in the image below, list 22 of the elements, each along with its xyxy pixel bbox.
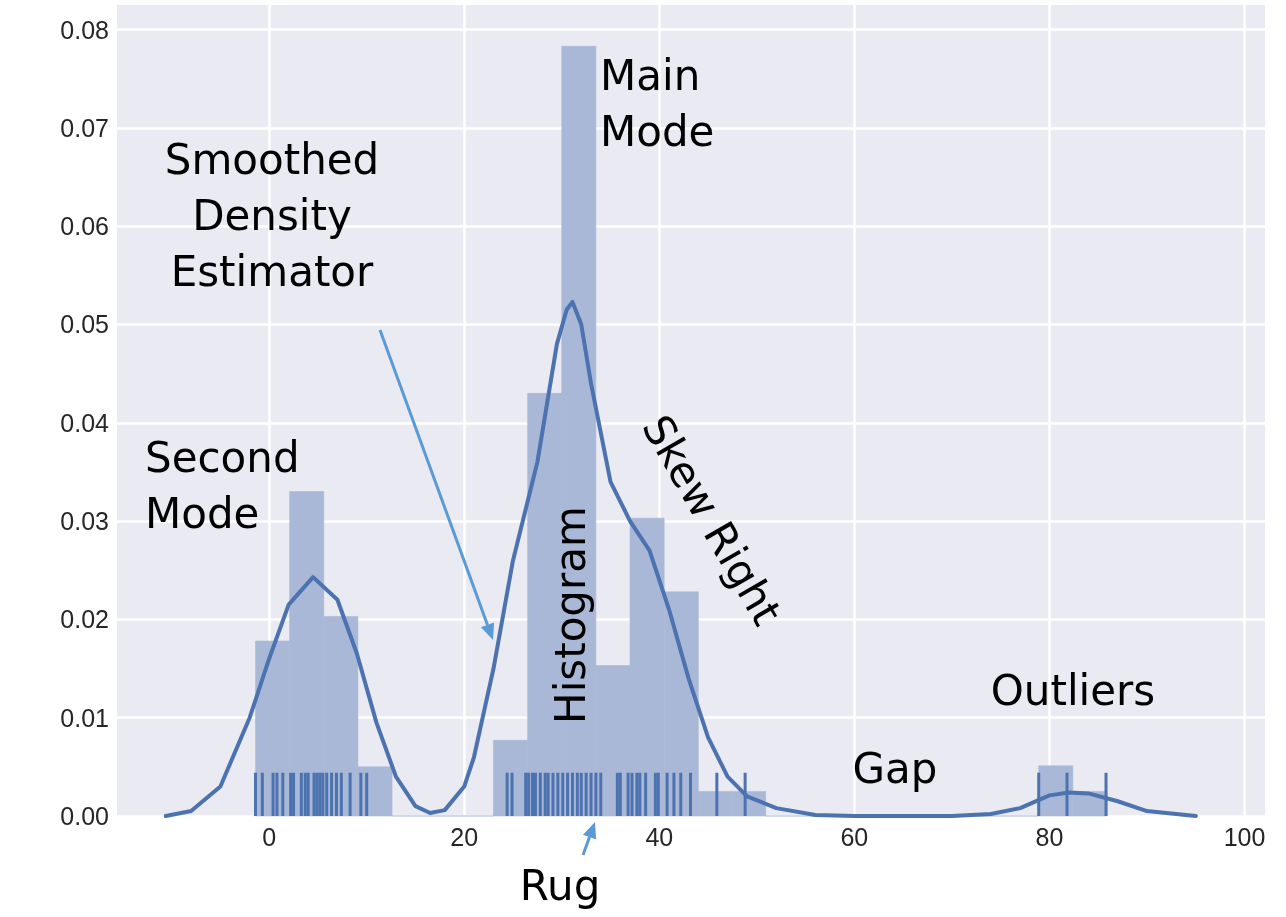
annotation: Second Mode xyxy=(145,432,300,538)
x-tick-label: 80 xyxy=(1035,822,1064,851)
annotation: Gap xyxy=(852,743,938,793)
annotation: Main Mode xyxy=(600,50,715,156)
x-tick-label: 60 xyxy=(840,822,869,851)
annotation: Histogram xyxy=(545,506,595,724)
x-tick-label: 40 xyxy=(645,822,674,851)
x-tick-label: 20 xyxy=(450,822,479,851)
x-tick-label: 0 xyxy=(262,822,277,851)
y-tick-label: 0.03 xyxy=(60,507,109,536)
annotation: Smoothed Density Estimator xyxy=(164,134,380,296)
text: Rug xyxy=(519,860,601,910)
y-tick-label: 0.02 xyxy=(60,605,109,634)
y-tick-label: 0.01 xyxy=(60,703,109,732)
y-tick-label: 0.05 xyxy=(60,310,109,339)
annotation: Outliers xyxy=(990,665,1156,715)
x-tick-label: 100 xyxy=(1223,822,1266,851)
y-tick-label: 0.08 xyxy=(60,15,109,44)
y-tick-label: 0.04 xyxy=(60,408,110,437)
y-tick-label: 0.06 xyxy=(60,212,109,241)
y-tick-label: 0.00 xyxy=(60,802,109,830)
y-tick-label: 0.07 xyxy=(60,113,109,142)
